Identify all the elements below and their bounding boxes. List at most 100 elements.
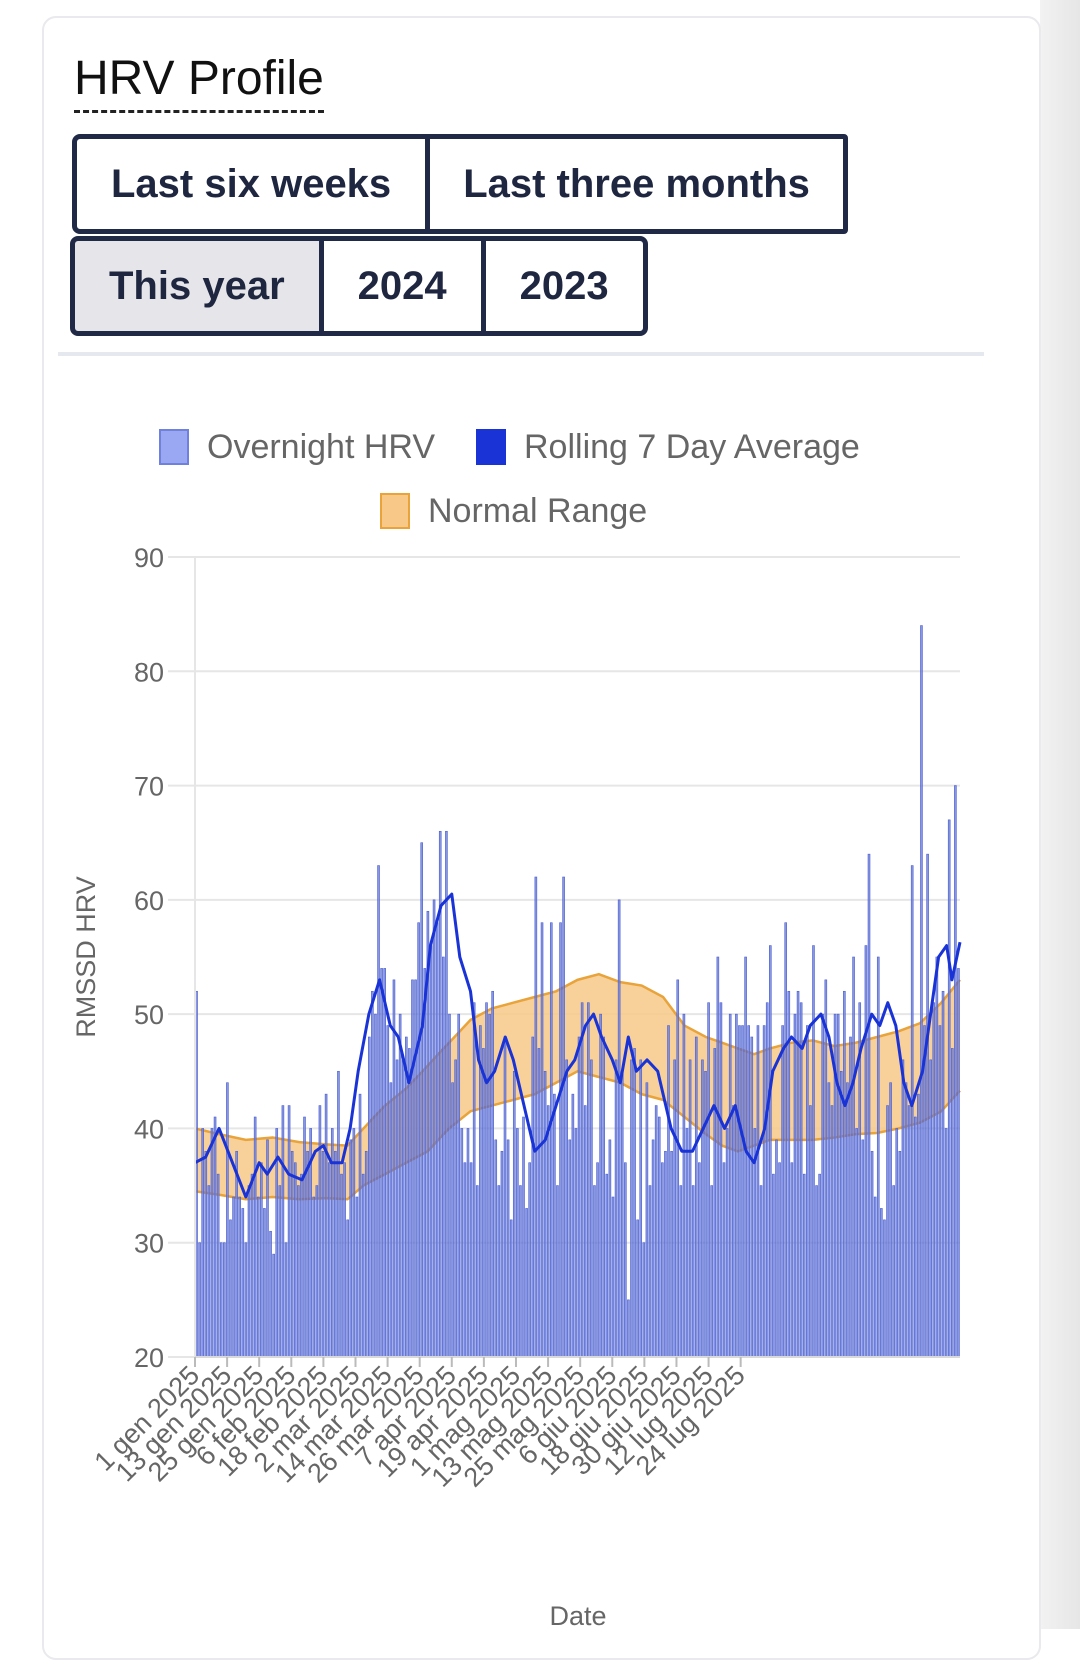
- hrv-bar[interactable]: [587, 1002, 590, 1358]
- hrv-bar[interactable]: [917, 1093, 920, 1358]
- hrv-bar[interactable]: [596, 1162, 599, 1358]
- hrv-bar[interactable]: [648, 1185, 652, 1358]
- hrv-bar[interactable]: [685, 1128, 689, 1358]
- hrv-bar[interactable]: [207, 1185, 211, 1358]
- card-title[interactable]: HRV Profile: [74, 50, 324, 113]
- hrv-bar[interactable]: [442, 956, 445, 1358]
- hrv-bar[interactable]: [790, 1162, 794, 1358]
- hrv-bar[interactable]: [247, 1185, 251, 1358]
- hrv-bar[interactable]: [201, 1128, 204, 1358]
- hrv-bar[interactable]: [824, 979, 828, 1358]
- hrv-bar[interactable]: [867, 853, 871, 1358]
- hrv-bar[interactable]: [772, 1173, 775, 1358]
- hrv-bar[interactable]: [827, 1082, 831, 1358]
- hrv-bar[interactable]: [954, 785, 957, 1358]
- hrv-bar[interactable]: [549, 922, 553, 1358]
- hrv-bar[interactable]: [534, 876, 538, 1358]
- hrv-bar[interactable]: [383, 968, 386, 1358]
- hrv-bar[interactable]: [926, 853, 929, 1358]
- hrv-bar[interactable]: [475, 1185, 479, 1358]
- hrv-bar[interactable]: [725, 1128, 729, 1358]
- hrv-bar[interactable]: [340, 1173, 343, 1358]
- hrv-bar[interactable]: [216, 1173, 220, 1358]
- hrv-bar[interactable]: [738, 1025, 741, 1358]
- hrv-bar[interactable]: [941, 990, 945, 1358]
- hrv-bar[interactable]: [509, 1219, 513, 1358]
- hrv-bar[interactable]: [278, 1185, 282, 1358]
- hrv-bar[interactable]: [398, 1013, 402, 1358]
- hrv-bar[interactable]: [861, 1139, 865, 1358]
- hrv-bar[interactable]: [454, 1059, 457, 1358]
- hrv-bar[interactable]: [312, 1196, 316, 1358]
- hrv-bar[interactable]: [559, 922, 562, 1358]
- hrv-bar[interactable]: [611, 1196, 615, 1358]
- hrv-bar[interactable]: [778, 1162, 781, 1358]
- hrv-bar[interactable]: [633, 1048, 636, 1358]
- hrv-bar[interactable]: [756, 1025, 760, 1358]
- hrv-bar[interactable]: [420, 842, 424, 1358]
- hrv-bar[interactable]: [722, 1162, 726, 1358]
- hrv-bar[interactable]: [408, 1048, 411, 1358]
- hrv-bar[interactable]: [352, 1128, 356, 1358]
- hrv-bar[interactable]: [260, 1162, 263, 1358]
- hrv-bar[interactable]: [343, 1162, 346, 1358]
- hrv-bar[interactable]: [876, 956, 880, 1358]
- hrv-bar[interactable]: [698, 1162, 701, 1358]
- hrv-bar[interactable]: [599, 1013, 602, 1358]
- hrv-bar[interactable]: [380, 968, 383, 1358]
- hrv-bar[interactable]: [327, 1162, 331, 1358]
- hrv-bar[interactable]: [957, 968, 960, 1358]
- hrv-bar[interactable]: [405, 1036, 408, 1358]
- hrv-bar[interactable]: [497, 1185, 501, 1358]
- hrv-bar[interactable]: [784, 922, 788, 1358]
- hrv-bar[interactable]: [741, 1025, 744, 1358]
- hrv-bar[interactable]: [472, 1002, 476, 1358]
- hrv-bar[interactable]: [297, 1185, 300, 1358]
- hrv-bar[interactable]: [491, 990, 494, 1358]
- hrv-bar[interactable]: [377, 865, 380, 1358]
- hrv-bar[interactable]: [676, 979, 680, 1358]
- hrv-bar[interactable]: [830, 1105, 834, 1358]
- hrv-bar[interactable]: [337, 1070, 340, 1358]
- hrv-bar[interactable]: [664, 1150, 667, 1358]
- hrv-bar[interactable]: [389, 1082, 393, 1358]
- hrv-bar[interactable]: [395, 1059, 399, 1358]
- hrv-bar[interactable]: [735, 1013, 738, 1358]
- hrv-bar[interactable]: [892, 1185, 895, 1358]
- hrv-bar[interactable]: [543, 1070, 547, 1358]
- hrv-bar[interactable]: [358, 1093, 362, 1358]
- hrv-bar[interactable]: [519, 1185, 522, 1358]
- hrv-bar[interactable]: [226, 1082, 229, 1358]
- hrv-bar[interactable]: [889, 1082, 892, 1358]
- hrv-bar[interactable]: [812, 945, 815, 1358]
- hrv-bar[interactable]: [349, 1139, 353, 1358]
- hrv-bar[interactable]: [898, 1150, 902, 1358]
- hrv-bar[interactable]: [688, 1059, 692, 1358]
- hrv-bar[interactable]: [553, 1093, 556, 1358]
- hrv-bar[interactable]: [731, 1105, 735, 1358]
- hrv-bar[interactable]: [895, 1128, 899, 1358]
- hrv-bar[interactable]: [769, 945, 772, 1358]
- hrv-bar[interactable]: [500, 1150, 504, 1358]
- hrv-bar[interactable]: [673, 1059, 676, 1358]
- hrv-bar[interactable]: [235, 1150, 238, 1358]
- hrv-bar[interactable]: [568, 1139, 572, 1358]
- hrv-bar[interactable]: [809, 1105, 812, 1358]
- hrv-bar[interactable]: [624, 1162, 627, 1358]
- range-button-this-year[interactable]: This year: [70, 236, 324, 336]
- hrv-bar[interactable]: [238, 1196, 242, 1358]
- hrv-bar[interactable]: [713, 1048, 717, 1358]
- hrv-bar[interactable]: [272, 1253, 275, 1358]
- hrv-bar[interactable]: [469, 1162, 473, 1358]
- hrv-bar[interactable]: [494, 1139, 498, 1358]
- hrv-bar[interactable]: [232, 1196, 235, 1358]
- hrv-bar[interactable]: [904, 1082, 908, 1358]
- hrv-bar[interactable]: [627, 1299, 630, 1358]
- hrv-bar[interactable]: [198, 1242, 201, 1358]
- hrv-bar[interactable]: [651, 1139, 655, 1358]
- hrv-bar[interactable]: [839, 1070, 843, 1358]
- hrv-bar[interactable]: [602, 1036, 606, 1358]
- hrv-bar[interactable]: [253, 1116, 257, 1358]
- hrv-bar[interactable]: [864, 945, 868, 1358]
- hrv-bar[interactable]: [355, 1196, 359, 1358]
